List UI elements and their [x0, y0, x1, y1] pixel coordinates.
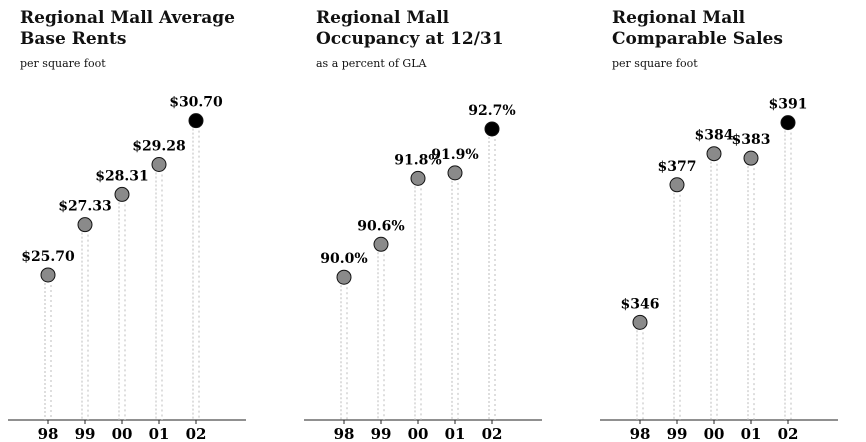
- data-point: [447, 165, 463, 181]
- value-label: 90.0%: [320, 251, 367, 267]
- chart-title-line: Comparable Sales: [612, 29, 783, 49]
- data-point: [114, 186, 130, 202]
- x-tick-label: 98: [334, 425, 355, 442]
- data-point: [743, 150, 759, 166]
- x-tick-label: 02: [778, 425, 799, 442]
- value-label: $29.28: [132, 139, 186, 155]
- chart-subtitle: as a percent of GLA: [316, 57, 427, 70]
- data-point: [669, 177, 685, 193]
- occupancy-chart-panel: Regional Mall Occupancy at 12/31 as a pe…: [304, 0, 566, 442]
- data-point: [484, 121, 500, 137]
- x-tick-label: 00: [112, 425, 133, 442]
- data-point: [373, 236, 389, 252]
- x-tick-label: 99: [75, 425, 96, 442]
- data-point: [410, 170, 426, 186]
- x-tick-label: 01: [445, 425, 466, 442]
- x-tick-label: 98: [630, 425, 651, 442]
- data-point: [77, 217, 93, 233]
- data-point: [780, 115, 796, 131]
- value-label: 91.9%: [431, 147, 478, 163]
- value-label: $30.70: [169, 95, 223, 111]
- chart-subtitle: per square foot: [612, 57, 698, 70]
- occupancy-chart: 90.0% 98 90.6% 99 91.8% 00 91.9% 01 92.7% 02: [304, 103, 542, 442]
- value-label: $27.33: [58, 199, 112, 215]
- chart-title-line: Regional Mall: [612, 8, 746, 28]
- data-point: [188, 113, 204, 129]
- data-point: [151, 157, 167, 173]
- chart-title-line: Base Rents: [20, 29, 127, 49]
- value-label: $384: [695, 128, 734, 144]
- value-label: 90.6%: [357, 218, 404, 234]
- x-tick-label: 02: [186, 425, 207, 442]
- value-label: 91.8%: [394, 152, 441, 168]
- chart-title: Regional Mall Average Base Rents: [20, 8, 235, 50]
- data-point: [706, 146, 722, 162]
- x-tick-label: 99: [667, 425, 688, 442]
- data-point: [632, 314, 648, 330]
- value-label: $28.31: [95, 168, 149, 184]
- base-rents-chart-panel: Regional Mall Average Base Rents per squ…: [8, 0, 270, 442]
- value-label: $391: [769, 97, 808, 113]
- x-tick-label: 00: [704, 425, 725, 442]
- chart-subtitle: per square foot: [20, 57, 106, 70]
- value-label: 92.7%: [468, 103, 515, 119]
- data-point: [40, 267, 56, 283]
- data-point: [336, 269, 352, 285]
- value-label: $346: [621, 296, 660, 312]
- comparable-sales-chart-panel: Regional Mall Comparable Sales per squar…: [600, 0, 862, 442]
- base-rents-chart: $25.70 98 $27.33 99 $28.31 00 $29.28 01 $30.70 02: [8, 95, 246, 442]
- x-tick-label: 02: [482, 425, 503, 442]
- chart-title-line: Occupancy at 12/31: [316, 29, 504, 49]
- chart-title: Regional Mall Comparable Sales: [612, 8, 783, 50]
- value-label: $25.70: [21, 249, 75, 265]
- x-tick-label: 00: [408, 425, 429, 442]
- comparable-sales-chart: $346 98 $377 99 $384 00 $383 01 $391 02: [600, 97, 838, 442]
- chart-title: Regional Mall Occupancy at 12/31: [316, 8, 504, 50]
- x-tick-label: 99: [371, 425, 392, 442]
- x-tick-label: 01: [741, 425, 762, 442]
- chart-title-line: Regional Mall Average: [20, 8, 235, 28]
- x-tick-label: 01: [149, 425, 170, 442]
- value-label: $377: [658, 159, 697, 175]
- chart-title-line: Regional Mall: [316, 8, 450, 28]
- value-label: $383: [732, 132, 771, 148]
- x-tick-label: 98: [38, 425, 59, 442]
